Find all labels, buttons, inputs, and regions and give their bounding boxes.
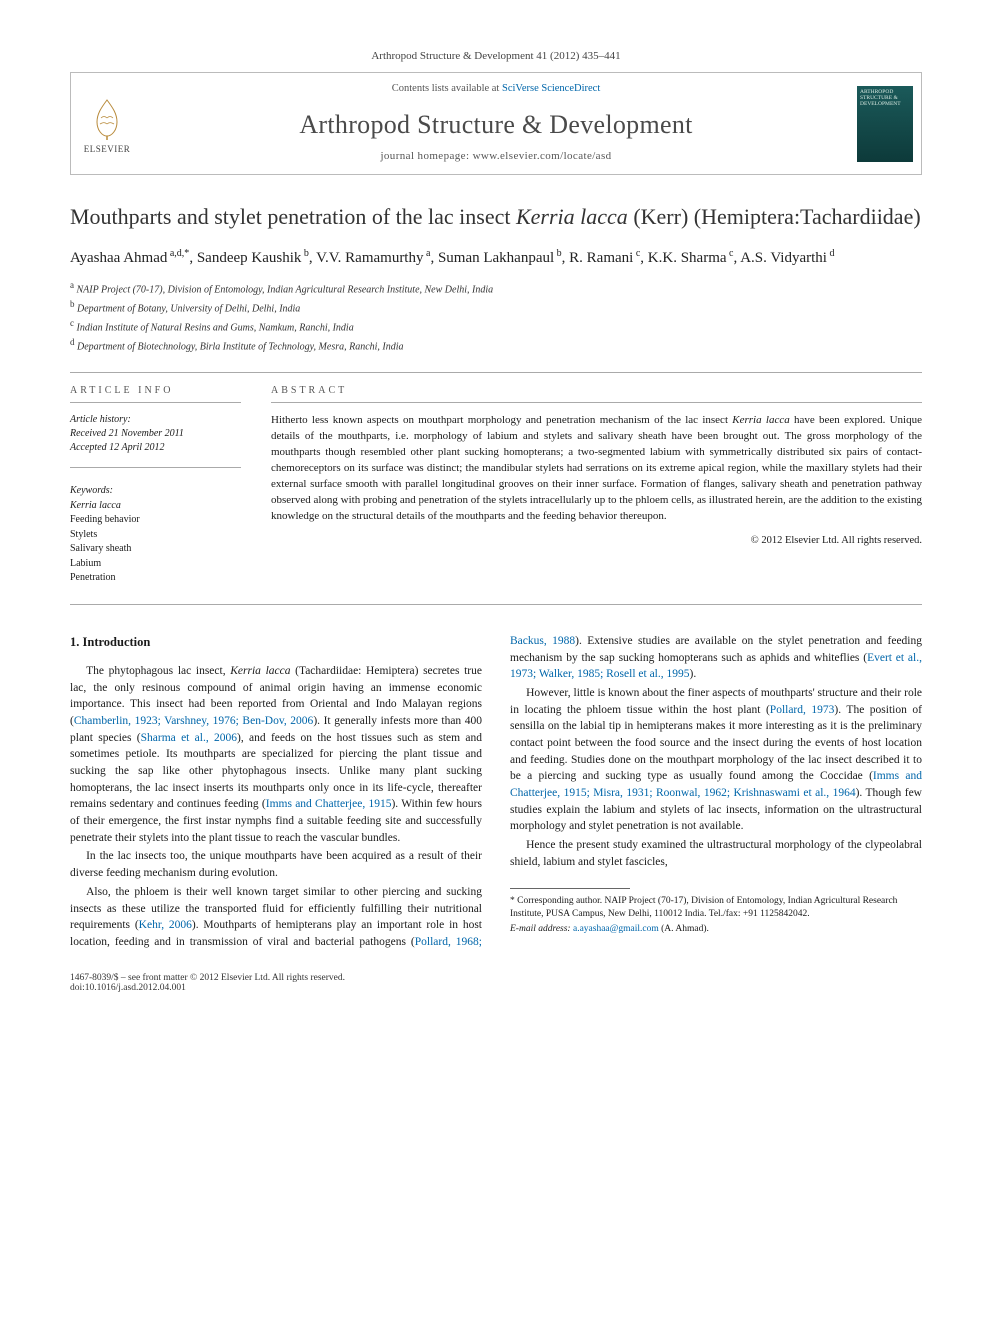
author: R. Ramani c [569, 250, 640, 266]
journal-cover-thumb: ARTHROPOD STRUCTURE & DEVELOPMENT [849, 73, 921, 174]
affiliation-list: a NAIP Project (70-17), Division of Ento… [70, 279, 922, 354]
keyword: Feeding behavior [70, 513, 241, 528]
author-aff-mark: a [423, 248, 430, 259]
intro-para-1: The phytophagous lac insect, Kerria lacc… [70, 663, 482, 846]
running-header: Arthropod Structure & Development 41 (20… [70, 50, 922, 62]
homepage-url[interactable]: www.elsevier.com/locate/asd [473, 150, 612, 162]
author: Suman Lakhanpaul b [438, 250, 562, 266]
contents-prefix: Contents lists available at [392, 83, 502, 94]
page: Arthropod Structure & Development 41 (20… [0, 0, 992, 1033]
title-post: (Kerr) (Hemiptera:Tachardiidae) [628, 204, 921, 229]
p1a: The phytophagous lac insect, [86, 665, 230, 677]
front-matter-line: 1467-8039/$ – see front matter © 2012 El… [70, 973, 345, 983]
author-aff-mark: d [827, 248, 835, 259]
author: K.K. Sharma c [648, 250, 734, 266]
affiliation: c Indian Institute of Natural Resins and… [70, 317, 922, 336]
body-columns: 1. Introduction The phytophagous lac ins… [70, 633, 922, 951]
email-line: E-mail address: a.ayashaa@gmail.com (A. … [510, 923, 922, 936]
author-list: Ayashaa Ahmad a,d,*, Sandeep Kaushik b, … [70, 247, 922, 269]
intro-heading: 1. Introduction [70, 633, 482, 651]
abstract-pre: Hitherto less known aspects on mouthpart… [271, 414, 732, 426]
author-aff-mark: c [633, 248, 640, 259]
history-label: Article history: [70, 414, 131, 425]
doi-line: doi:10.1016/j.asd.2012.04.001 [70, 983, 345, 993]
cite-pollard73[interactable]: Pollard, 1973 [770, 704, 835, 716]
title-pre: Mouthparts and stylet penetration of the… [70, 204, 516, 229]
intro-para-5: Hence the present study examined the ult… [510, 837, 922, 870]
footer-left: 1467-8039/$ – see front matter © 2012 El… [70, 973, 345, 993]
history-accepted: Accepted 12 April 2012 [70, 442, 165, 453]
email-label: E-mail address: [510, 924, 571, 934]
header-center: Contents lists available at SciVerse Sci… [143, 73, 849, 174]
elsevier-tree-icon [83, 94, 131, 142]
section-divider [70, 604, 922, 605]
author-aff-mark: c [727, 248, 734, 259]
cite-chamberlin[interactable]: Chamberlin, 1923; Varshney, 1976; Ben-Do… [74, 715, 313, 727]
author: V.V. Ramamurthy a [316, 250, 430, 266]
keyword: Kerria lacca [70, 499, 241, 514]
article-info-label: ARTICLE INFO [70, 385, 241, 403]
author: Ayashaa Ahmad a,d,* [70, 250, 189, 266]
corresponding-author-note: * Corresponding author. NAIP Project (70… [510, 895, 922, 921]
cite-sharma[interactable]: Sharma et al., 2006 [141, 732, 237, 744]
footnotes: * Corresponding author. NAIP Project (70… [510, 895, 922, 935]
contents-available-line: Contents lists available at SciVerse Sci… [151, 83, 841, 94]
keyword: Labium [70, 557, 241, 572]
article-history: Article history: Received 21 November 20… [70, 413, 241, 468]
abstract-text: Hitherto less known aspects on mouthpart… [271, 413, 922, 525]
info-abstract-row: ARTICLE INFO Article history: Received 2… [70, 372, 922, 596]
homepage-prefix: journal homepage: [380, 150, 472, 162]
abstract-column: ABSTRACT Hitherto less known aspects on … [255, 373, 922, 596]
intro-para-2: In the lac insects too, the unique mouth… [70, 848, 482, 881]
article-title: Mouthparts and stylet penetration of the… [70, 203, 922, 231]
email-who: (A. Ahmad). [659, 924, 709, 934]
keywords-label: Keywords: [70, 485, 113, 496]
author: A.S. Vidyarthi d [740, 250, 834, 266]
abstract-species: Kerria lacca [732, 414, 789, 426]
journal-cover-image: ARTHROPOD STRUCTURE & DEVELOPMENT [857, 86, 913, 162]
article-info-column: ARTICLE INFO Article history: Received 2… [70, 373, 255, 596]
author-aff-mark: a,d,* [167, 248, 189, 259]
publisher-logo: ELSEVIER [71, 73, 143, 174]
footnote-separator [510, 888, 630, 889]
publisher-name: ELSEVIER [84, 144, 131, 154]
keyword: Penetration [70, 571, 241, 586]
journal-homepage-line: journal homepage: www.elsevier.com/locat… [151, 150, 841, 162]
title-species: Kerria lacca [516, 204, 628, 229]
sciencedirect-link[interactable]: SciVerse ScienceDirect [502, 83, 600, 94]
email-address[interactable]: a.ayashaa@gmail.com [573, 924, 659, 934]
p3d: ). [690, 668, 697, 680]
p1-species: Kerria lacca [230, 665, 290, 677]
affiliation: b Department of Botany, University of De… [70, 298, 922, 317]
keyword: Salivary sheath [70, 542, 241, 557]
author-aff-mark: b [301, 248, 309, 259]
cite-imms[interactable]: Imms and Chatterjee, 1915 [266, 798, 392, 810]
intro-para-4: However, little is known about the finer… [510, 685, 922, 835]
abstract-copyright: © 2012 Elsevier Ltd. All rights reserved… [271, 535, 922, 546]
author: Sandeep Kaushik b [197, 250, 309, 266]
affiliation: d Department of Biotechnology, Birla Ins… [70, 336, 922, 355]
cite-kehr[interactable]: Kehr, 2006 [139, 919, 192, 931]
abstract-post: have been explored. Unique details of th… [271, 414, 922, 522]
keyword: Stylets [70, 528, 241, 543]
keywords-block: Keywords: Kerria laccaFeeding behaviorSt… [70, 484, 241, 586]
affiliation: a NAIP Project (70-17), Division of Ento… [70, 279, 922, 298]
journal-header-box: ELSEVIER Contents lists available at Sci… [70, 72, 922, 175]
page-footer: 1467-8039/$ – see front matter © 2012 El… [70, 973, 922, 993]
abstract-label: ABSTRACT [271, 385, 922, 403]
author-aff-mark: b [554, 248, 562, 259]
history-received: Received 21 November 2011 [70, 428, 184, 439]
journal-name: Arthropod Structure & Development [151, 110, 841, 140]
